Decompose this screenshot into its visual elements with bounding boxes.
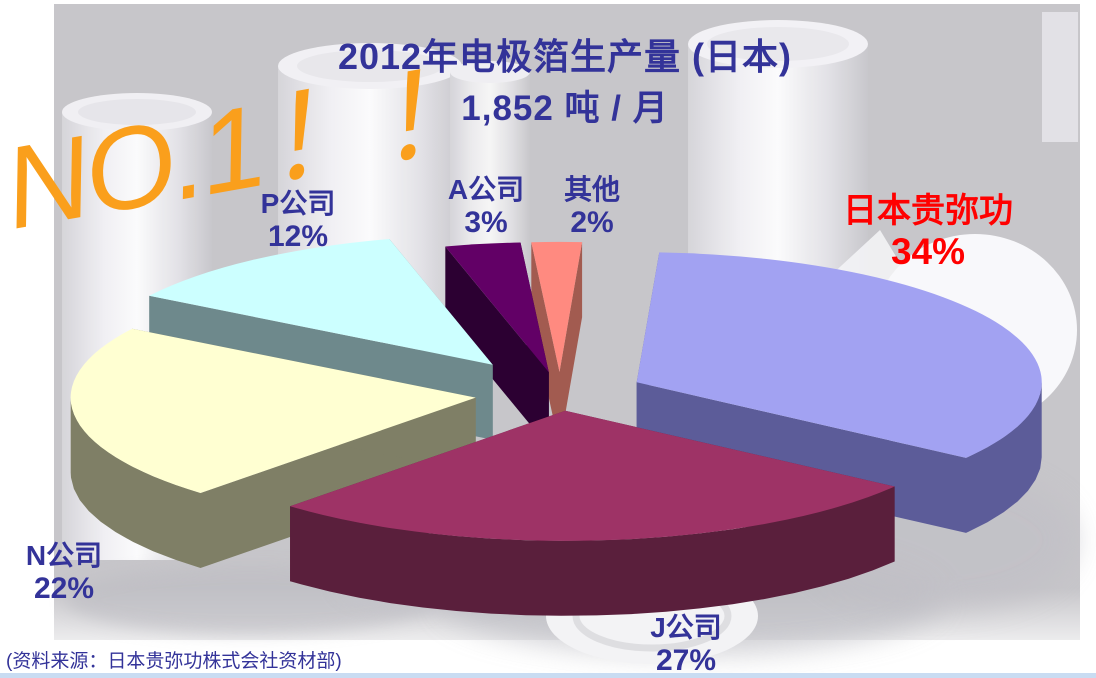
pie-slice-0	[531, 241, 583, 372]
source-note: (资料来源：日本贵弥功株式会社资材部)	[6, 651, 342, 672]
pie-slice-2	[290, 410, 895, 541]
chart-subtitle: 1,852 吨 / 月	[461, 89, 669, 128]
pie-slice-rim-2	[290, 486, 895, 616]
pie-slice-4	[149, 239, 493, 365]
bottom-strip	[0, 673, 1096, 678]
pie-slice-rim-1	[966, 382, 1042, 533]
pie-slice-1	[636, 252, 1042, 458]
pie-slice-side-0	[531, 242, 560, 447]
pie-slice-3	[70, 328, 476, 493]
pie-slice-side-0	[559, 242, 583, 447]
chart-title: 2012年电极箔生产量 (日本)	[337, 36, 793, 77]
pie-slice-rim-3	[70, 397, 201, 568]
bottom-white-band	[0, 640, 1096, 678]
pie-slice-side-5	[445, 246, 549, 448]
pie-chart	[70, 239, 1042, 616]
pie-slice-5	[445, 242, 549, 373]
